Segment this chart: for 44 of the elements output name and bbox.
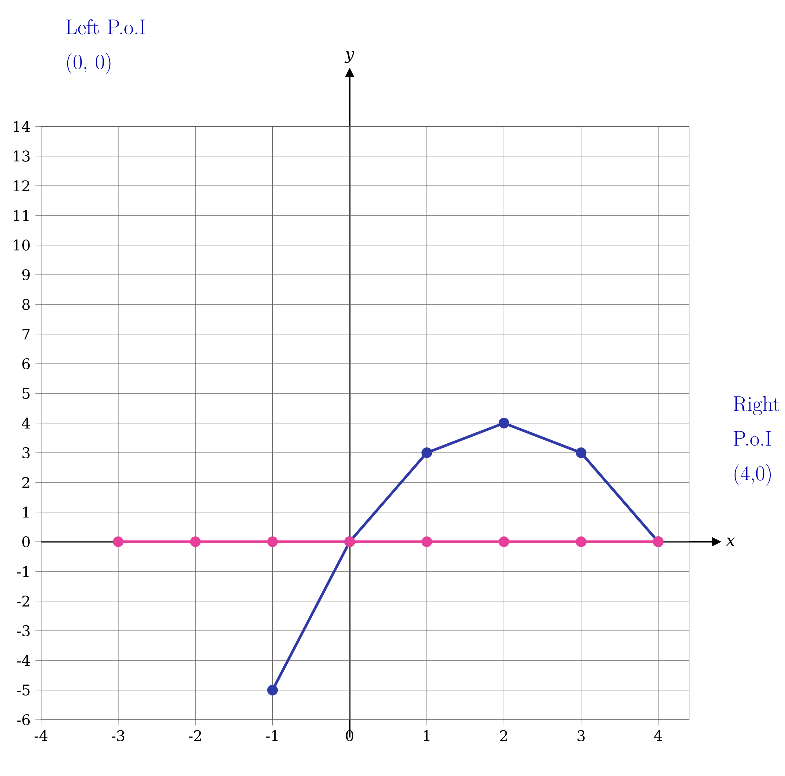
x-tick-label: 0	[346, 730, 354, 742]
x-tick-label: -4	[34, 730, 48, 742]
y-tick-label: 14	[14, 121, 30, 132]
text: Right P.o.I (4,0)	[734, 396, 780, 486]
y-tick-label: -4	[17, 655, 30, 666]
y-tick-label: -2	[17, 596, 30, 607]
y-tick-label: 12	[14, 180, 30, 192]
y-tick-label: 8	[22, 299, 30, 310]
point	[113, 536, 124, 548]
y-tick-label: 11	[14, 210, 29, 222]
x-tick-label: -2	[189, 730, 202, 742]
y-tick-label: -3	[17, 625, 30, 637]
x-tick-label: 4	[654, 730, 662, 742]
y-tick-label: 9	[22, 269, 30, 281]
point	[267, 536, 278, 548]
y-tick-label: 2	[22, 477, 30, 488]
y-tick-label: 0	[22, 536, 30, 548]
x-tick-label: 1	[424, 730, 430, 742]
y-tick-label: 4	[22, 418, 30, 429]
point	[267, 685, 278, 696]
y-tick-label: -1	[17, 566, 29, 578]
x-tick-label: -3	[112, 730, 125, 742]
y-tick-label: 5	[22, 388, 30, 400]
x-tick-label: 3	[578, 730, 585, 742]
point	[576, 536, 587, 548]
point	[498, 418, 510, 429]
y-tick-label: 13	[14, 150, 30, 162]
point	[576, 448, 587, 458]
point	[422, 448, 432, 458]
y-tick-label: 3	[22, 447, 30, 459]
point	[498, 536, 510, 548]
y-tick-label: 6	[22, 358, 30, 370]
y-tick-label: -5	[17, 684, 30, 696]
y-tick-label: 1	[23, 506, 29, 518]
point	[190, 536, 201, 548]
y-tick-label: 7	[22, 328, 30, 340]
y-axis-title: y	[344, 51, 355, 64]
x-axis-title: x	[726, 538, 736, 546]
y-tick-label: -6	[17, 714, 30, 726]
x-tick-label: 2	[500, 730, 508, 742]
x-tick-label: -1	[266, 730, 278, 742]
text: Left P.o.I (0, 0)	[66, 20, 146, 74]
y-tick-label: 10	[14, 240, 30, 251]
point	[422, 536, 432, 548]
